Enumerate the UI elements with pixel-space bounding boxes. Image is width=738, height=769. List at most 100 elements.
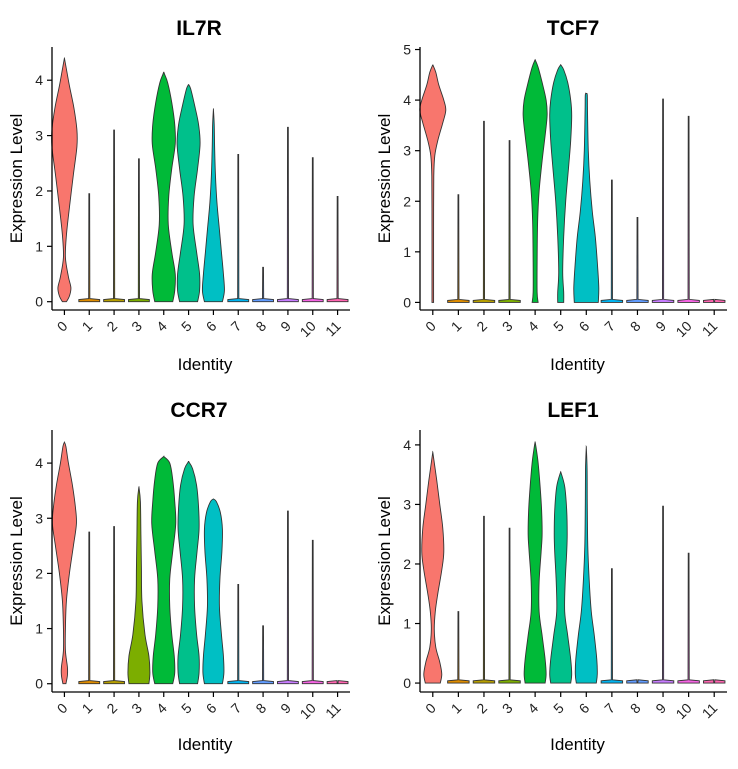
x-axis-title: Identity [178,355,233,374]
violin-3 [498,527,521,684]
violin-2 [103,526,125,685]
y-axis-title: Expression Level [375,496,394,625]
y-tick-label: 0 [35,294,43,310]
violin-2 [472,515,496,684]
x-tick-label: 2 [103,700,120,717]
y-tick-label: 5 [403,42,411,58]
violin-9 [277,126,299,303]
x-tick-label: 5 [550,700,567,717]
x-tick-label: 10 [672,700,694,722]
violin-11 [703,298,726,303]
violin-1 [447,611,470,684]
violin-7 [227,583,250,685]
violin-7 [227,153,250,303]
x-tick-label: 0 [54,700,71,717]
x-tick-label: 11 [699,318,721,340]
x-tick-label: 3 [128,700,145,717]
y-tick-label: 2 [403,193,411,209]
violin-4 [522,58,548,303]
chart-title: TCF7 [547,17,600,40]
y-tick-label: 0 [403,675,411,691]
x-tick-label: 4 [524,700,541,717]
y-tick-label: 3 [403,143,411,159]
x-tick-label: 10 [672,318,694,340]
x-tick-label: 9 [277,318,294,335]
x-tick-label: 6 [576,700,593,717]
violin-11 [326,196,349,303]
violin-8 [252,625,274,685]
x-tick-label: 2 [473,318,490,335]
violin-8 [626,216,649,303]
y-tick-label: 1 [35,621,43,637]
x-tick-label: 3 [128,318,145,335]
y-tick-label: 3 [35,510,43,526]
x-tick-label: 2 [103,318,120,335]
y-tick-label: 2 [35,183,43,199]
x-tick-label: 11 [322,318,344,340]
y-tick-label: 1 [35,238,43,254]
violin-8 [252,266,274,303]
x-tick-label: 6 [576,318,593,335]
violin-4 [151,71,176,303]
x-tick-label: 11 [322,700,344,722]
y-tick-label: 1 [403,244,411,260]
x-axis-title: Identity [550,735,605,754]
x-tick-label: 4 [153,700,170,717]
x-tick-label: 0 [422,700,439,717]
violin-3 [128,158,150,303]
violin-5 [176,84,201,303]
violin-5 [549,63,573,303]
x-tick-label: 8 [627,700,644,717]
violin-11 [703,679,726,684]
x-tick-label: 9 [652,700,669,717]
violin-1 [447,194,470,303]
y-tick-label: 3 [403,496,411,512]
x-axis-title: Identity [550,355,605,374]
x-tick-label: 10 [297,318,319,340]
x-tick-label: 6 [203,700,220,717]
x-tick-label: 7 [228,700,245,717]
violin-5 [549,470,573,684]
chart-title: CCR7 [170,399,227,422]
x-tick-label: 1 [448,318,465,335]
y-tick-label: 4 [35,455,43,471]
x-tick-label: 0 [54,318,71,335]
x-tick-label: 5 [178,700,195,717]
violin-1 [78,531,101,685]
violin-6 [574,445,598,684]
violin-4 [151,455,177,685]
violin-6 [201,107,225,303]
violin-3 [498,140,521,303]
violin-3 [127,485,151,685]
violin-2 [103,129,125,303]
y-axis-title: Expression Level [7,496,26,625]
y-tick-label: 4 [403,92,411,108]
violin-6 [202,498,225,685]
violin-2 [472,120,496,303]
violin-9 [651,98,675,303]
x-tick-label: 7 [601,318,618,335]
violin-0 [51,441,77,685]
y-tick-label: 2 [35,565,43,581]
x-tick-label: 6 [203,318,220,335]
x-tick-label: 8 [252,318,269,335]
y-tick-label: 3 [35,128,43,144]
x-tick-label: 5 [550,318,567,335]
x-tick-label: 8 [252,700,269,717]
x-tick-label: 4 [524,318,541,335]
violin-4 [523,441,547,684]
x-tick-label: 1 [79,318,96,335]
y-tick-label: 4 [35,72,43,88]
y-axis-title: Expression Level [375,114,394,243]
violin-10 [301,539,324,685]
x-tick-label: 3 [499,318,516,335]
violin-5 [177,460,200,685]
x-tick-label: 1 [448,700,465,717]
violin-6 [573,92,600,303]
violin-8 [626,679,649,684]
